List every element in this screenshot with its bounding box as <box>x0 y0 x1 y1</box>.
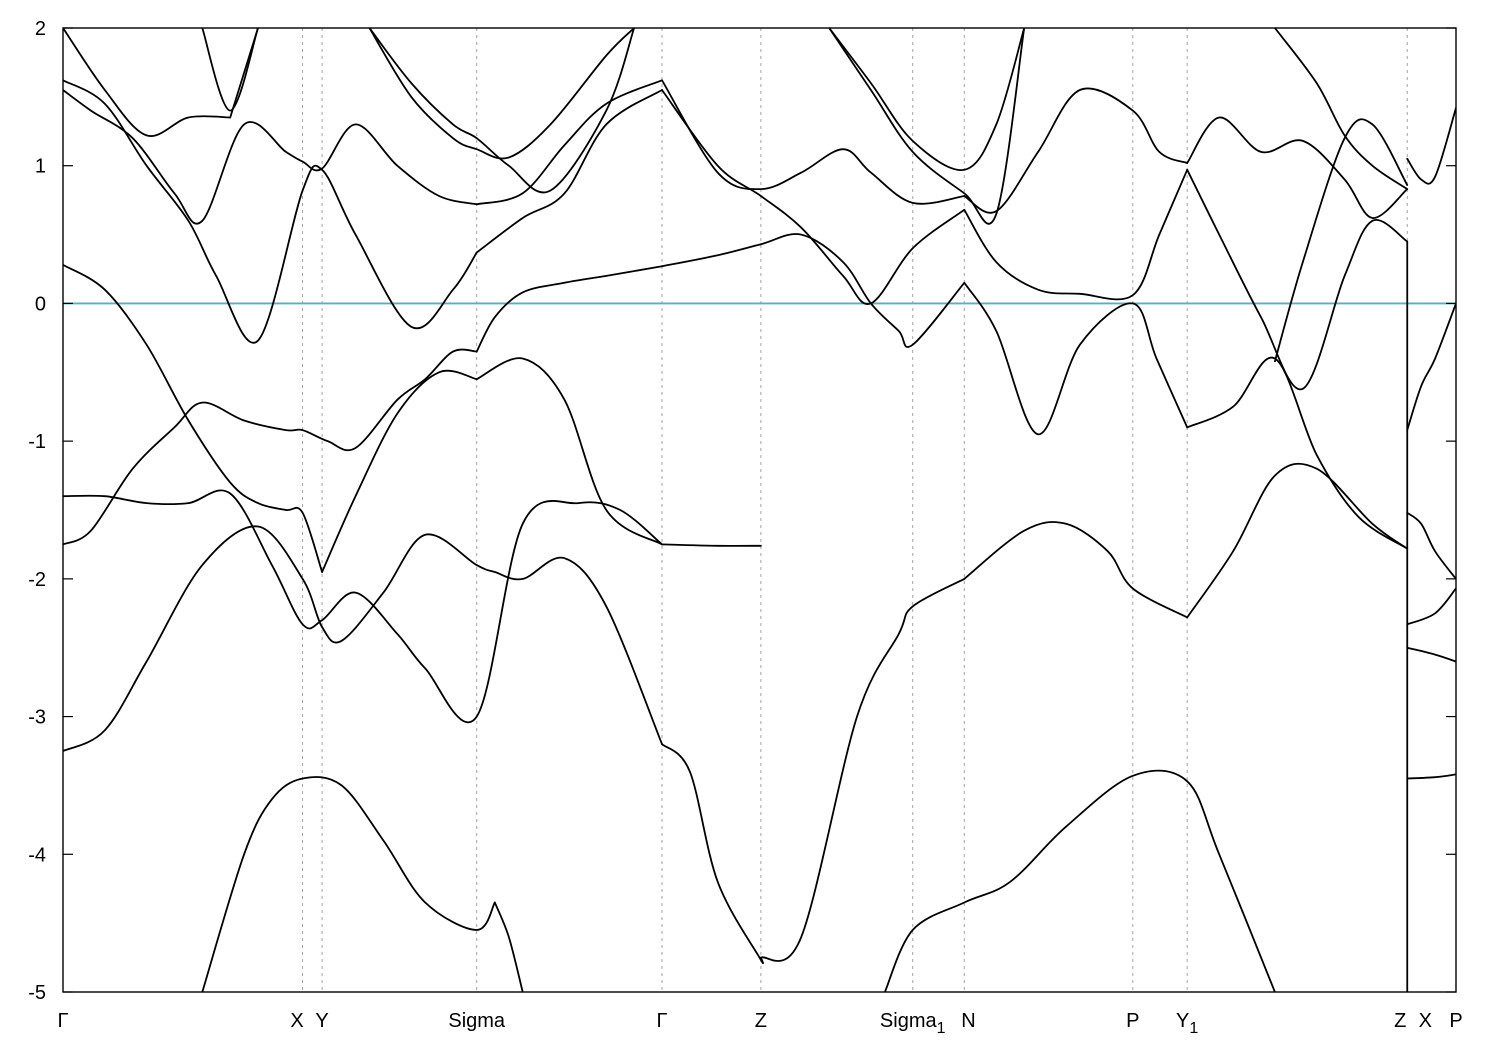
y-tick-label-0: -5 <box>28 982 46 1004</box>
band-24 <box>1186 116 1409 219</box>
band-3 <box>963 521 1189 619</box>
band-40 <box>1406 587 1456 626</box>
band-12 <box>63 264 323 573</box>
band-38 <box>1406 302 1456 431</box>
band-29 <box>368 28 635 194</box>
band-1 <box>661 743 764 965</box>
band-curves <box>63 28 1456 992</box>
band-15 <box>63 79 478 344</box>
band-7 <box>63 348 478 546</box>
band-35 <box>493 901 524 992</box>
band-6 <box>661 543 762 547</box>
y-tick-label-1: -4 <box>28 844 46 866</box>
band-28 <box>368 28 635 160</box>
band-16 <box>475 89 663 254</box>
band-27 <box>201 28 259 112</box>
x-tick-label-12: P <box>1449 1010 1462 1032</box>
x-tick-label-11: X <box>1419 1010 1432 1032</box>
y-tick-label-7: 2 <box>35 18 46 40</box>
y-axis: -5 -4 -3 -2 -1 0 1 2 <box>28 18 1456 1004</box>
band-41 <box>1406 646 1456 663</box>
y-tick-label-4: -1 <box>28 431 46 453</box>
band-17 <box>661 89 966 305</box>
x-tick-label-8: P <box>1126 1010 1139 1032</box>
x-tick-label-0: Γ <box>57 1010 68 1032</box>
x-tick-label-1: X <box>290 1010 303 1032</box>
x-tick-label-2: Y <box>315 1010 328 1032</box>
band-31 <box>828 28 1026 225</box>
band-13 <box>321 369 478 573</box>
band-18 <box>963 168 1189 301</box>
y-tick-label-5: 0 <box>35 293 46 315</box>
band-9 <box>661 233 966 348</box>
band-33 <box>1274 118 1409 363</box>
band-10 <box>963 281 1189 436</box>
band-37 <box>1406 107 1456 185</box>
x-tick-label-5: Z <box>755 1010 767 1032</box>
band-11 <box>1186 356 1409 550</box>
band-4 <box>1186 462 1409 619</box>
band-22 <box>661 79 966 205</box>
band-0 <box>63 525 663 752</box>
band-5 <box>63 489 663 724</box>
y-tick-label-2: -3 <box>28 707 46 729</box>
band-14 <box>475 357 663 546</box>
band-8 <box>475 265 663 353</box>
band-21 <box>475 79 663 206</box>
plot-frame <box>62 27 1457 993</box>
band-42 <box>1406 773 1456 780</box>
band-39 <box>1406 511 1456 580</box>
band-34 <box>201 776 496 992</box>
band-30 <box>828 28 1026 171</box>
band-32 <box>1274 28 1409 190</box>
k-point-lines <box>302 28 1408 992</box>
x-tick-label-3: Sigma <box>448 1010 506 1032</box>
x-axis: Γ X Y Sigma Γ Z Sigma1 N P Y1 Z X P <box>57 1010 1462 1037</box>
band-2 <box>760 578 966 962</box>
band-23 <box>963 87 1189 214</box>
x-tick-label-4: Γ <box>656 1010 667 1032</box>
band-20 <box>63 89 478 225</box>
band-36 <box>884 769 1276 992</box>
x-tick-label-6: Sigma1 <box>880 1010 946 1037</box>
x-tick-label-9: Y1 <box>1176 1010 1198 1037</box>
band-19 <box>1186 168 1409 391</box>
x-tick-label-10: Z <box>1394 1010 1406 1032</box>
y-tick-label-3: -2 <box>28 569 46 591</box>
band-25 <box>63 28 232 137</box>
x-tick-label-7: N <box>961 1010 975 1032</box>
y-tick-label-6: 1 <box>35 156 46 178</box>
